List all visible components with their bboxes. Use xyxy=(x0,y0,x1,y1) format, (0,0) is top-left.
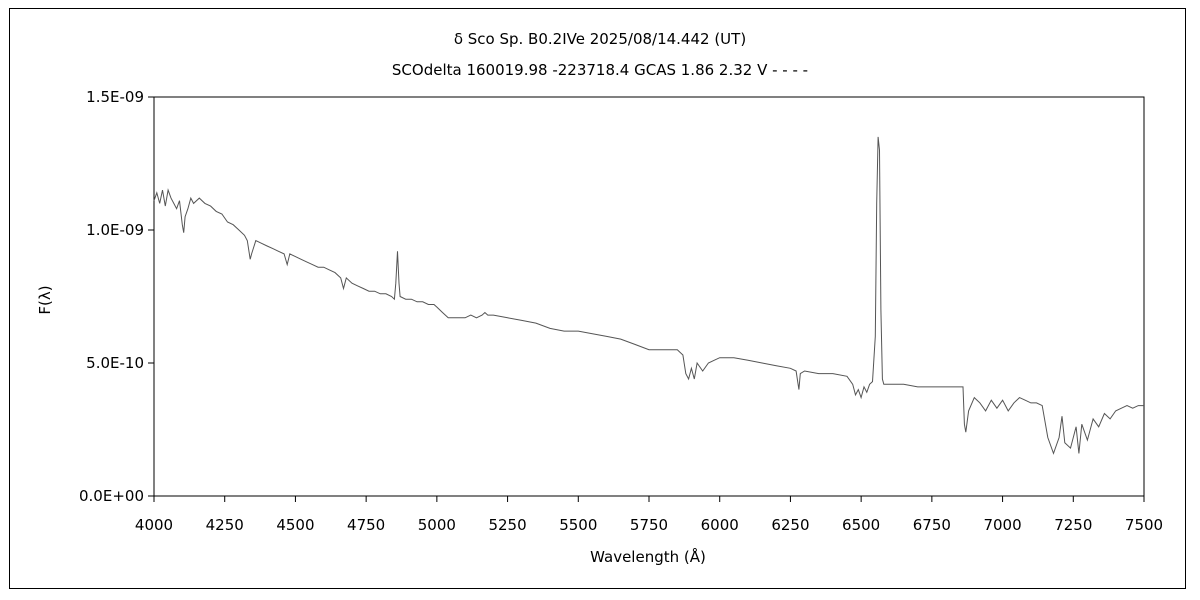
chart-frame xyxy=(9,8,1186,589)
x-tick-label: 4000 xyxy=(135,516,173,534)
x-tick-label: 4750 xyxy=(347,516,385,534)
y-tick-label: 1.5E-09 xyxy=(86,88,144,106)
x-tick-label: 5500 xyxy=(559,516,597,534)
x-tick-label: 6750 xyxy=(913,516,951,534)
x-axis: 4000 4250 4500 4750 5000 5250 5500 5750 6000 6250… xyxy=(135,496,1163,534)
x-tick-label: 6500 xyxy=(842,516,880,534)
y-tick-label: 5.0E-10 xyxy=(86,354,144,372)
x-axis-label: Wavelength (Å) xyxy=(590,547,706,566)
y-axis: 0.0E+00 5.0E-10 1.0E-09 1.5E-09 xyxy=(79,88,154,505)
y-tick-label: 0.0E+00 xyxy=(79,487,144,505)
x-tick-label: 7500 xyxy=(1125,516,1163,534)
chart-title: δ Sco Sp. B0.2IVe 2025/08/14.442 (UT) xyxy=(454,30,746,48)
y-axis-label: F(λ) xyxy=(36,285,54,314)
x-tick-label: 5000 xyxy=(418,516,456,534)
spectrum-line xyxy=(153,136,1144,455)
x-tick-label: 5250 xyxy=(488,516,526,534)
x-tick-label: 4500 xyxy=(276,516,314,534)
plot-area xyxy=(153,96,1145,497)
x-tick-label: 6000 xyxy=(701,516,739,534)
x-tick-label: 7250 xyxy=(1054,516,1092,534)
x-tick-label: 5750 xyxy=(630,516,668,534)
x-tick-label: 7000 xyxy=(983,516,1021,534)
y-tick-label: 1.0E-09 xyxy=(86,221,144,239)
x-tick-label: 4250 xyxy=(206,516,244,534)
x-tick-label: 6250 xyxy=(771,516,809,534)
chart-subtitle: SCOdelta 160019.98 -223718.4 GCAS 1.86 2… xyxy=(392,61,808,79)
